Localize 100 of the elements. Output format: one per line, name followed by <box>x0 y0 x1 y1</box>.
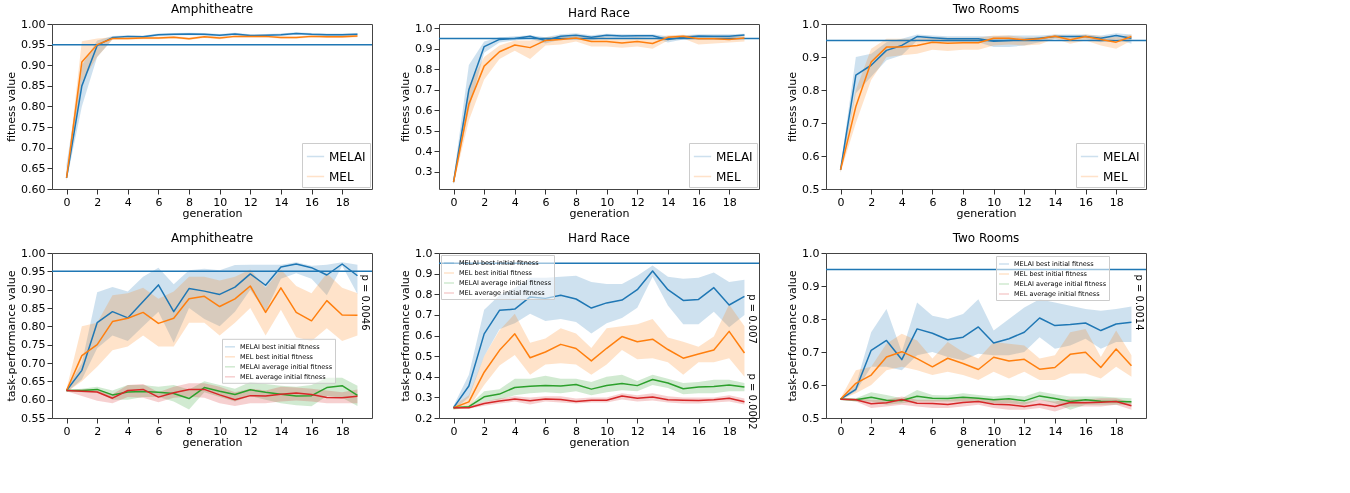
x-tick-label: 12 <box>630 424 645 438</box>
y-tick-label: 0.60 <box>21 182 46 196</box>
x-tick-label: 12 <box>630 195 645 209</box>
y-tick-label: 0.60 <box>21 393 46 407</box>
y-tick-label: 0.6 <box>415 329 433 342</box>
x-tick-label: 0 <box>63 424 71 438</box>
x-tick-label: 8 <box>573 195 581 209</box>
y-tick-label: 0.4 <box>415 370 433 384</box>
y-tick-label: 0.3 <box>415 165 433 179</box>
x-tick-label: 2 <box>94 195 102 209</box>
legend-label: MEL <box>329 169 354 184</box>
x-tick-label: 8 <box>186 424 194 438</box>
y-axis-title: fitness value <box>5 71 19 142</box>
annotation: p = 0.0046 <box>360 274 371 331</box>
chart-title: Hard Race <box>568 6 630 21</box>
x-tick-label: 10 <box>600 195 615 209</box>
x-axis-title: generation <box>569 435 630 449</box>
chart-title: Hard Race <box>568 231 630 245</box>
y-tick-label: 0.8 <box>415 62 433 76</box>
y-tick-label: 1.0 <box>802 246 820 260</box>
x-tick-label: 12 <box>1017 195 1032 209</box>
y-tick-label: 0.3 <box>415 390 433 404</box>
legend-label: MELAI <box>716 149 753 164</box>
x-tick-label: 4 <box>511 195 519 209</box>
x-tick-label: 18 <box>335 195 350 209</box>
y-tick-label: 1.00 <box>21 246 46 260</box>
x-tick-label: 10 <box>213 424 228 438</box>
y-tick-label: 0.55 <box>21 411 46 425</box>
x-tick-label: 6 <box>542 424 550 438</box>
x-tick-label: 8 <box>186 195 194 209</box>
x-tick-label: 12 <box>1017 424 1032 438</box>
y-tick-label: 0.9 <box>415 267 433 281</box>
x-tick-label: 0 <box>837 424 845 438</box>
x-axis-title: generation <box>182 435 243 449</box>
y-axis-title: task-performance value <box>399 270 413 402</box>
chart-title: Amphitheatre <box>170 231 254 245</box>
y-tick-label: 0.90 <box>21 283 46 297</box>
x-tick-label: 0 <box>450 195 458 209</box>
y-tick-label: 0.95 <box>21 264 46 278</box>
legend-label: MEL <box>1103 169 1128 184</box>
x-tick-label: 8 <box>960 424 968 438</box>
line-series <box>839 398 1133 408</box>
chart-title: Two Rooms <box>951 2 1020 16</box>
y-axis-title: task-performance value <box>5 270 19 402</box>
x-tick-label: 12 <box>243 195 258 209</box>
y-tick-label: 0.5 <box>415 349 433 363</box>
x-tick-label: 16 <box>1079 424 1094 438</box>
legend-label: MEL <box>716 169 741 184</box>
chart-title: Two Rooms <box>951 231 1020 245</box>
legend-label: MELAI <box>329 149 366 164</box>
y-tick-label: 0.6 <box>415 103 433 117</box>
x-tick-label: 16 <box>692 195 707 209</box>
x-tick-label: 16 <box>692 424 707 438</box>
x-tick-label: 14 <box>1048 424 1063 438</box>
y-tick-label: 0.5 <box>802 411 820 425</box>
y-tick-label: 0.6 <box>802 378 820 392</box>
y-tick-label: 0.4 <box>415 144 433 158</box>
x-tick-label: 10 <box>213 195 228 209</box>
annotation: p = 0.007 <box>747 294 758 344</box>
y-tick-label: 0.8 <box>802 83 820 97</box>
y-tick-label: 0.9 <box>415 42 433 56</box>
y-axis-title: fitness value <box>786 71 800 142</box>
annotation: p = 0.0014 <box>1134 274 1145 331</box>
y-tick-label: 0.8 <box>802 312 820 326</box>
x-tick-label: 16 <box>305 195 320 209</box>
y-tick-label: 0.65 <box>21 374 46 388</box>
x-tick-label: 10 <box>987 195 1002 209</box>
y-tick-label: 0.5 <box>802 182 820 196</box>
y-tick-label: 0.2 <box>415 411 433 425</box>
y-tick-label: 0.75 <box>21 120 46 134</box>
annotation: p = 0.0002 <box>747 373 758 430</box>
y-tick-label: 0.70 <box>21 356 46 370</box>
y-tick-label: 1.0 <box>415 21 433 35</box>
y-tick-label: 0.85 <box>21 301 46 315</box>
line-series <box>65 388 359 401</box>
x-tick-label: 4 <box>898 195 906 209</box>
y-tick-label: 1.0 <box>415 246 433 260</box>
x-tick-label: 14 <box>274 424 289 438</box>
x-tick-label: 0 <box>63 195 71 209</box>
x-tick-label: 14 <box>1048 195 1063 209</box>
x-tick-label: 14 <box>661 424 676 438</box>
y-tick-label: 0.7 <box>415 83 433 97</box>
x-tick-label: 0 <box>837 195 845 209</box>
x-tick-label: 4 <box>511 424 519 438</box>
x-tick-label: 6 <box>929 195 937 209</box>
x-tick-label: 6 <box>542 195 550 209</box>
x-tick-label: 2 <box>481 195 489 209</box>
y-tick-label: 0.70 <box>21 141 46 155</box>
chart-title: Amphitheatre <box>170 2 254 16</box>
x-tick-label: 6 <box>155 195 163 209</box>
x-tick-label: 2 <box>481 424 489 438</box>
x-axis-title: generation <box>956 435 1017 449</box>
y-tick-label: 0.5 <box>415 124 433 138</box>
x-tick-label: 2 <box>868 195 876 209</box>
x-tick-label: 18 <box>722 195 737 209</box>
y-tick-label: 0.6 <box>802 149 820 163</box>
line-series <box>839 348 1133 400</box>
x-axis-title: generation <box>956 206 1017 220</box>
y-tick-label: 0.80 <box>21 100 46 113</box>
y-tick-label: 1.00 <box>21 17 46 31</box>
